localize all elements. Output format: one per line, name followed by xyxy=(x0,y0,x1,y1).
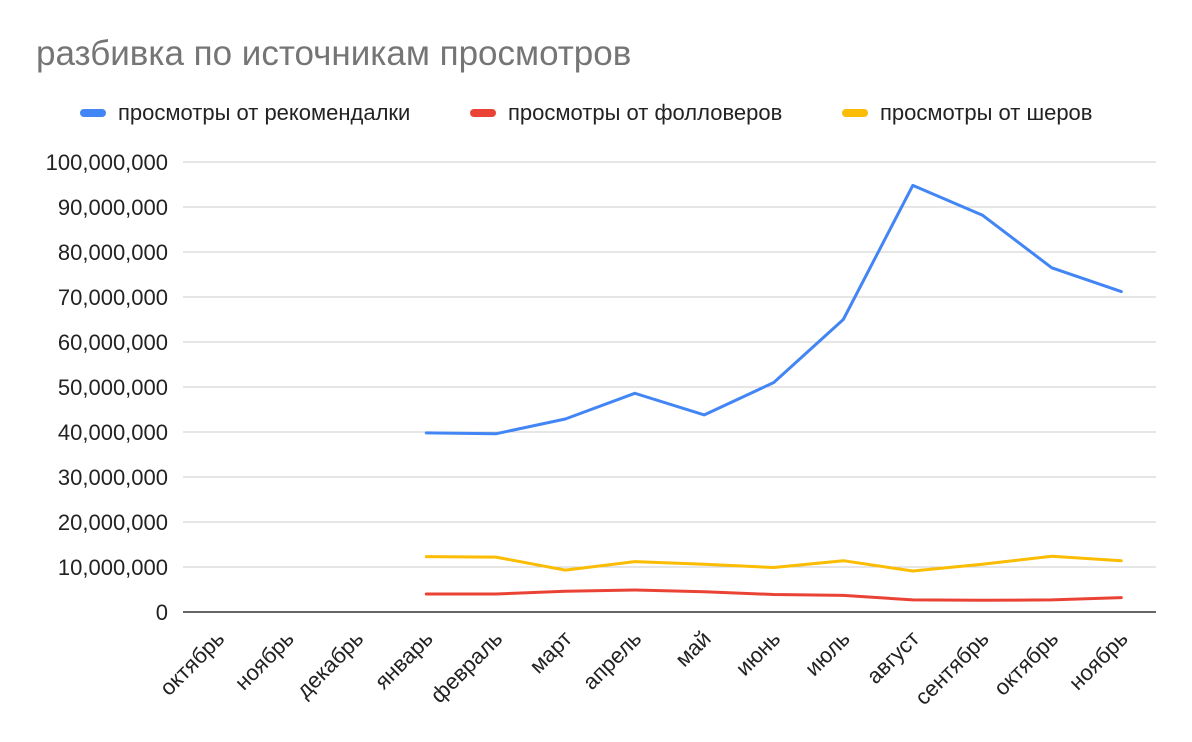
y-tick-label: 40,000,000 xyxy=(58,420,168,445)
x-tick-label: февраль xyxy=(425,626,507,708)
x-tick-label: октябрь xyxy=(155,626,230,701)
y-tick-label: 60,000,000 xyxy=(58,330,168,355)
y-tick-label: 30,000,000 xyxy=(58,465,168,490)
y-tick-label: 10,000,000 xyxy=(58,555,168,580)
y-tick-label: 50,000,000 xyxy=(58,375,168,400)
x-tick-label: июнь xyxy=(731,626,786,681)
legend-item-followers: просмотры от фолловеров xyxy=(470,100,782,126)
legend-swatch-recommendations xyxy=(80,109,106,117)
x-tick-label: декабрь xyxy=(291,626,368,703)
x-tick-label: сентябрь xyxy=(910,626,994,710)
y-tick-label: 100,000,000 xyxy=(46,150,168,175)
x-tick-label: октябрь xyxy=(989,626,1064,701)
legend-label-followers: просмотры от фолловеров xyxy=(508,100,783,125)
x-tick-label: март xyxy=(524,626,576,678)
x-tick-label: апрель xyxy=(578,626,647,695)
legend-item-shares: просмотры от шеров xyxy=(842,100,1092,126)
series-line-shares xyxy=(424,554,1123,573)
x-tick-label: май xyxy=(670,626,716,672)
x-tick-label: январь xyxy=(370,626,438,694)
y-tick-label: 80,000,000 xyxy=(58,240,168,265)
legend-swatch-shares xyxy=(842,109,868,117)
series-line-followers xyxy=(424,588,1123,602)
legend: просмотры от рекомендалки просмотры от ф… xyxy=(0,100,1192,128)
legend-swatch-followers xyxy=(470,109,496,117)
x-tick-label: август xyxy=(862,626,925,689)
x-tick-label: ноябрь xyxy=(1064,626,1133,695)
legend-item-recommendations: просмотры от рекомендалки xyxy=(80,100,410,126)
y-tick-label: 70,000,000 xyxy=(58,285,168,310)
y-tick-label: 90,000,000 xyxy=(58,195,168,220)
legend-label-shares: просмотры от шеров xyxy=(880,100,1093,125)
x-tick-label: ноябрь xyxy=(230,626,299,695)
y-tick-label: 20,000,000 xyxy=(58,510,168,535)
series-line-recommendations xyxy=(424,183,1123,436)
y-tick-label: 0 xyxy=(156,600,168,625)
chart-title: разбивка по источникам просмотров xyxy=(36,34,632,73)
legend-label-recommendations: просмотры от рекомендалки xyxy=(118,100,411,125)
x-tick-label: июль xyxy=(800,626,855,681)
